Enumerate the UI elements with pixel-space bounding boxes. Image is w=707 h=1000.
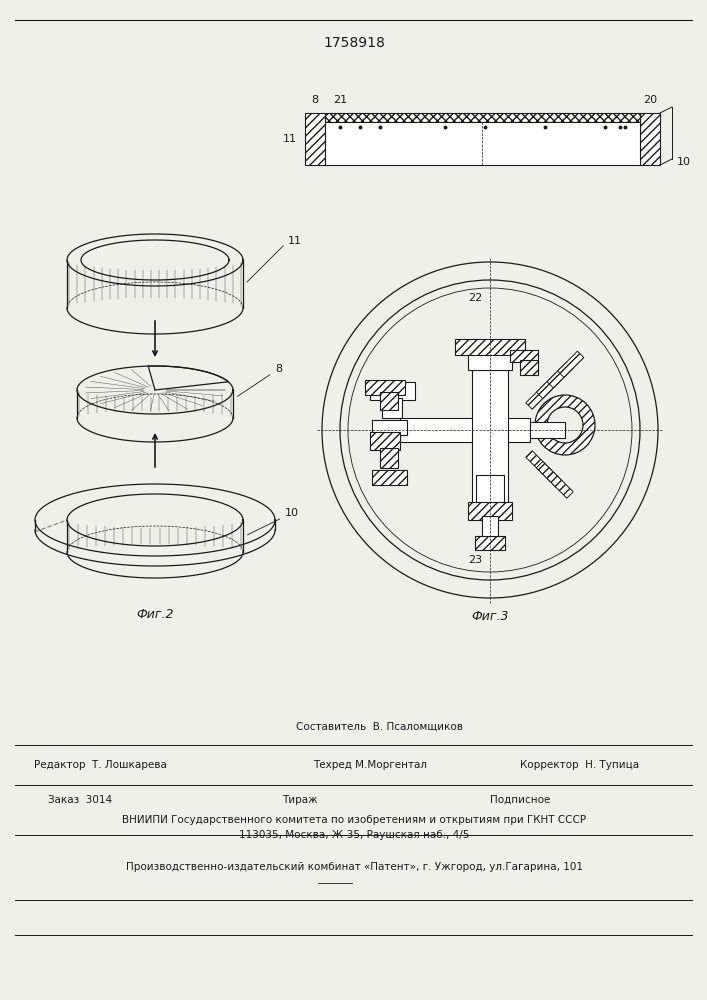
Circle shape bbox=[547, 407, 583, 443]
Bar bbox=[510, 350, 538, 362]
Text: Тираж: Тираж bbox=[282, 795, 318, 805]
Bar bbox=[382, 398, 402, 418]
Bar bbox=[325, 122, 640, 165]
Bar bbox=[372, 420, 407, 435]
Bar bbox=[372, 470, 407, 485]
Text: 10: 10 bbox=[247, 508, 299, 535]
Bar bbox=[475, 536, 505, 550]
Bar bbox=[372, 470, 407, 485]
Bar bbox=[468, 502, 512, 520]
Bar bbox=[305, 113, 325, 165]
Bar bbox=[365, 380, 405, 395]
Text: 10: 10 bbox=[677, 157, 691, 167]
Text: 22: 22 bbox=[468, 293, 482, 303]
Bar bbox=[530, 422, 565, 438]
Text: Производственно-издательский комбинат «Патент», г. Ужгород, ул.Гагарина, 101: Производственно-издательский комбинат «П… bbox=[126, 862, 583, 872]
Bar bbox=[380, 448, 398, 468]
Polygon shape bbox=[537, 372, 563, 399]
Polygon shape bbox=[547, 362, 573, 388]
Polygon shape bbox=[526, 383, 552, 409]
Text: 11: 11 bbox=[283, 134, 297, 144]
Text: ВНИИПИ Государственного комитета по изобретениям и открытиям при ГКНТ СССР: ВНИИПИ Государственного комитета по изоб… bbox=[122, 815, 586, 825]
Polygon shape bbox=[526, 451, 552, 477]
Polygon shape bbox=[558, 351, 584, 377]
Text: 11: 11 bbox=[247, 236, 302, 282]
Bar bbox=[325, 113, 640, 122]
Bar bbox=[640, 113, 660, 165]
Text: 21: 21 bbox=[333, 95, 347, 105]
Bar bbox=[380, 392, 398, 410]
Text: Фиг.3: Фиг.3 bbox=[472, 609, 509, 622]
Bar bbox=[455, 339, 525, 355]
Text: Фиг.2: Фиг.2 bbox=[136, 608, 174, 621]
Text: 8: 8 bbox=[238, 364, 282, 396]
Bar bbox=[468, 502, 512, 520]
Bar bbox=[400, 418, 530, 442]
Bar bbox=[365, 380, 405, 395]
Bar bbox=[476, 475, 504, 505]
Bar bbox=[370, 382, 415, 400]
Bar bbox=[640, 113, 660, 165]
Text: 23: 23 bbox=[468, 555, 482, 565]
Bar bbox=[482, 516, 498, 538]
Text: Техред М.Моргентал: Техред М.Моргентал bbox=[313, 760, 427, 770]
Text: Корректор  Н. Тупица: Корректор Н. Тупица bbox=[520, 760, 640, 770]
Bar bbox=[370, 432, 400, 450]
Bar bbox=[305, 113, 325, 165]
Polygon shape bbox=[547, 472, 573, 498]
Bar bbox=[472, 355, 508, 505]
Bar bbox=[520, 360, 538, 375]
Bar bbox=[325, 113, 640, 122]
Text: Составитель  В. Псаломщиков: Составитель В. Псаломщиков bbox=[296, 722, 464, 732]
Bar bbox=[468, 345, 512, 370]
Text: 113035, Москва, Ж-35, Раушская наб., 4/5: 113035, Москва, Ж-35, Раушская наб., 4/5 bbox=[239, 830, 469, 840]
Bar bbox=[475, 536, 505, 550]
Bar bbox=[510, 350, 538, 362]
Text: Подписное: Подписное bbox=[490, 795, 550, 805]
Text: 8: 8 bbox=[312, 95, 319, 105]
Text: 20: 20 bbox=[643, 95, 657, 105]
Bar bbox=[370, 432, 400, 450]
Circle shape bbox=[535, 395, 595, 455]
Bar bbox=[455, 339, 525, 355]
Bar bbox=[380, 392, 398, 410]
Polygon shape bbox=[537, 461, 563, 488]
Bar bbox=[520, 360, 538, 375]
Bar bbox=[380, 448, 398, 468]
Text: 1758918: 1758918 bbox=[323, 36, 385, 50]
Text: Заказ  3014: Заказ 3014 bbox=[48, 795, 112, 805]
Text: Редактор  Т. Лошкарева: Редактор Т. Лошкарева bbox=[33, 760, 166, 770]
